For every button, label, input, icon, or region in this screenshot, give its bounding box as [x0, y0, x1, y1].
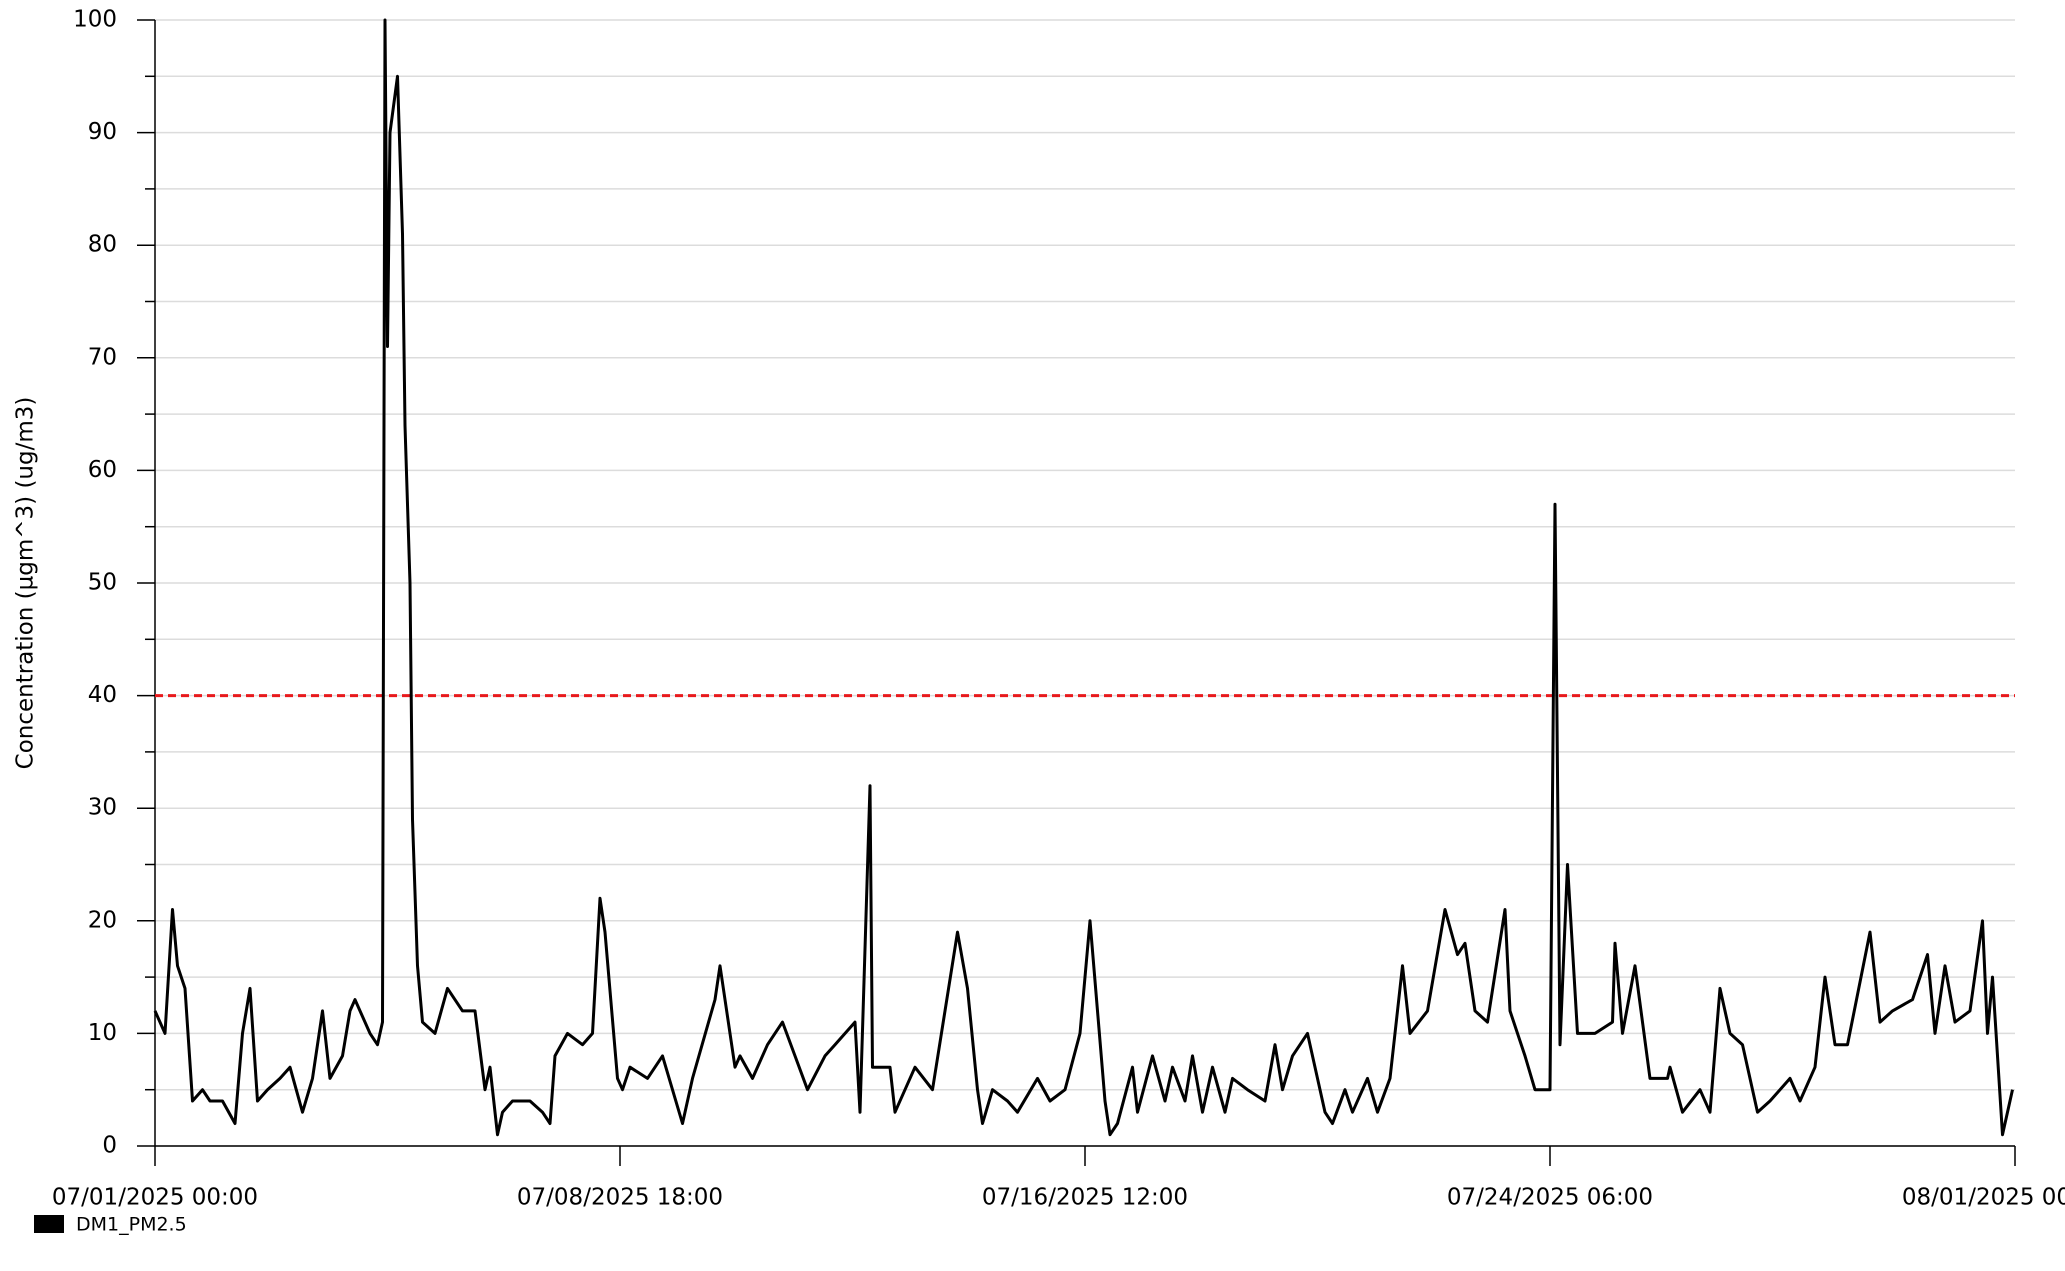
y-tick-label: 100 [73, 7, 117, 33]
legend-label: DM1_PM2.5 [76, 1214, 187, 1236]
y-tick-label: 90 [88, 119, 117, 145]
legend-swatch [34, 1215, 64, 1233]
x-tick-label: 07/16/2025 12:00 [982, 1185, 1188, 1211]
y-tick-label: 60 [88, 457, 117, 483]
x-tick-label: 08/01/2025 00:00 [1902, 1185, 2065, 1211]
y-tick-label: 70 [88, 344, 117, 370]
x-tick-label: 07/24/2025 06:00 [1447, 1185, 1653, 1211]
y-tick-label: 0 [102, 1133, 117, 1159]
y-tick-label: 10 [88, 1020, 117, 1046]
y-tick-label: 50 [88, 570, 117, 596]
y-axis-label: Concentration (µgm^3) (ug/m3) [13, 397, 39, 770]
x-tick-label: 07/08/2025 18:00 [517, 1185, 723, 1211]
y-tick-label: 80 [88, 232, 117, 258]
y-tick-label: 40 [88, 682, 117, 708]
x-tick-label: 07/01/2025 00:00 [52, 1185, 258, 1211]
y-tick-label: 20 [88, 907, 117, 933]
data-line [153, 18, 2014, 1137]
y-tick-label: 30 [88, 795, 117, 821]
